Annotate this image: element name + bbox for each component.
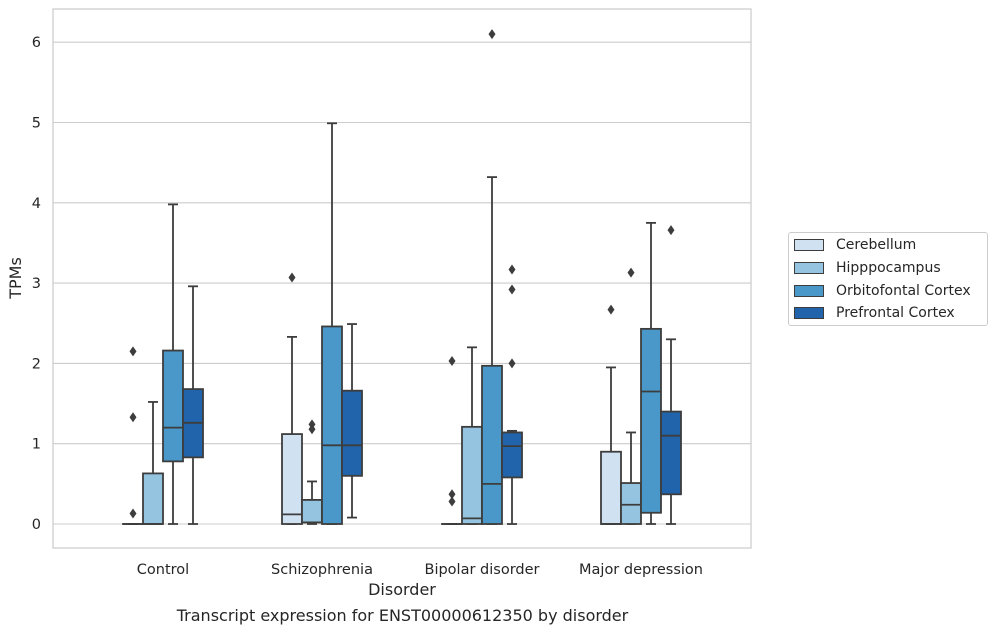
x-tick-label-control: Control [137,562,189,578]
series-hipppocampus [142,267,642,525]
y-tick-label-5: 5 [32,116,41,132]
box-prefrontal-cortex-major-depression [660,225,682,525]
legend-swatch-cerebellum [794,239,824,251]
box-iqr [501,431,523,479]
legend-item-prefrontal: Prefrontal Cortex [794,304,955,322]
outlier-point [448,355,456,366]
box-hipppocampus-control [142,401,164,525]
legend-label-orbitofrontal: Orbitofontal Cortex [836,283,971,299]
outlier-point [607,304,615,315]
box-hipppocampus-major-depression [620,267,642,525]
legend-item-orbitofrontal: Orbitofontal Cortex [794,282,971,300]
box-iqr [640,327,662,514]
x-tick-labels: Control Schizophrenia Bipolar disorder Majo… [137,562,703,578]
box-iqr [281,433,303,525]
x-tick-label-bipolar-disorder: Bipolar disorder [425,562,540,578]
box-hipppocampus-schizophrenia [301,419,323,525]
box-cerebellum-schizophrenia [281,272,303,525]
outlier-point [627,267,635,278]
box-cerebellum-major-depression [600,304,622,525]
y-tick-label-4: 4 [32,196,41,212]
outlier-point [667,225,675,236]
outlier-point [129,346,137,357]
plot-frame [52,8,752,549]
y-axis-label: TPMs [6,257,25,300]
outlier-point [508,284,516,295]
x-tick-label-schizophrenia: Schizophrenia [271,562,373,578]
box-orbitofontal-cortex-schizophrenia [321,122,343,525]
legend-swatch-orbitofrontal [794,285,824,297]
box-hipppocampus-bipolar-disorder [461,346,483,525]
box-prefrontal-cortex-bipolar-disorder [501,264,523,525]
series-prefrontal-cortex [182,225,682,525]
box-cerebellum-control [122,346,144,525]
box-iqr [162,349,184,463]
box-iqr [481,364,503,525]
y-tick-label-3: 3 [32,276,41,292]
box-orbitofontal-cortex-bipolar-disorder [481,29,503,525]
legend-item-cerebellum: Cerebellum [794,236,916,254]
y-tick-label-6: 6 [32,35,41,51]
box-iqr [341,389,363,477]
legend-label-prefrontal: Prefrontal Cortex [836,305,955,321]
figure-caption: Transcript expression for ENST0000061235… [176,606,629,625]
outlier-point [508,358,516,369]
box-prefrontal-cortex-schizophrenia [341,323,363,519]
outlier-point [288,272,296,283]
y-tick-label-2: 2 [32,356,41,372]
y-tick-labels: 0 1 2 3 4 5 6 [32,35,41,533]
outlier-point [508,264,516,275]
box-iqr [142,472,164,525]
legend: Cerebellum Hipppocampus Orbitofontal Cor… [788,232,988,326]
box-prefrontal-cortex-control [182,285,204,525]
y-tick-label-1: 1 [32,437,41,453]
series-orbitofontal-cortex [162,29,662,525]
outlier-point [129,412,137,423]
legend-swatch-hippocampus [794,262,824,274]
legend-label-cerebellum: Cerebellum [836,237,917,253]
legend-item-hippocampus: Hipppocampus [794,259,941,277]
box-series [122,29,682,525]
box-iqr [301,499,323,524]
outlier-point [308,419,316,430]
box-iqr [321,325,343,525]
outlier-point [129,508,137,519]
legend-label-hippocampus: Hipppocampus [836,260,941,276]
y-tick-label-0: 0 [32,517,41,533]
box-iqr [600,450,622,525]
box-iqr [660,410,682,496]
box-orbitofontal-cortex-major-depression [640,221,662,525]
x-axis-label: Disorder [368,580,436,599]
outlier-point [448,489,456,500]
box-iqr [620,482,642,525]
box-cerebellum-bipolar-disorder [441,355,463,525]
box-iqr [461,425,483,525]
outlier-point [448,496,456,507]
outlier-point [488,29,496,40]
x-tick-label-major-depression: Major depression [579,562,703,578]
legend-swatch-prefrontal [794,307,824,319]
box-orbitofontal-cortex-control [162,203,184,525]
